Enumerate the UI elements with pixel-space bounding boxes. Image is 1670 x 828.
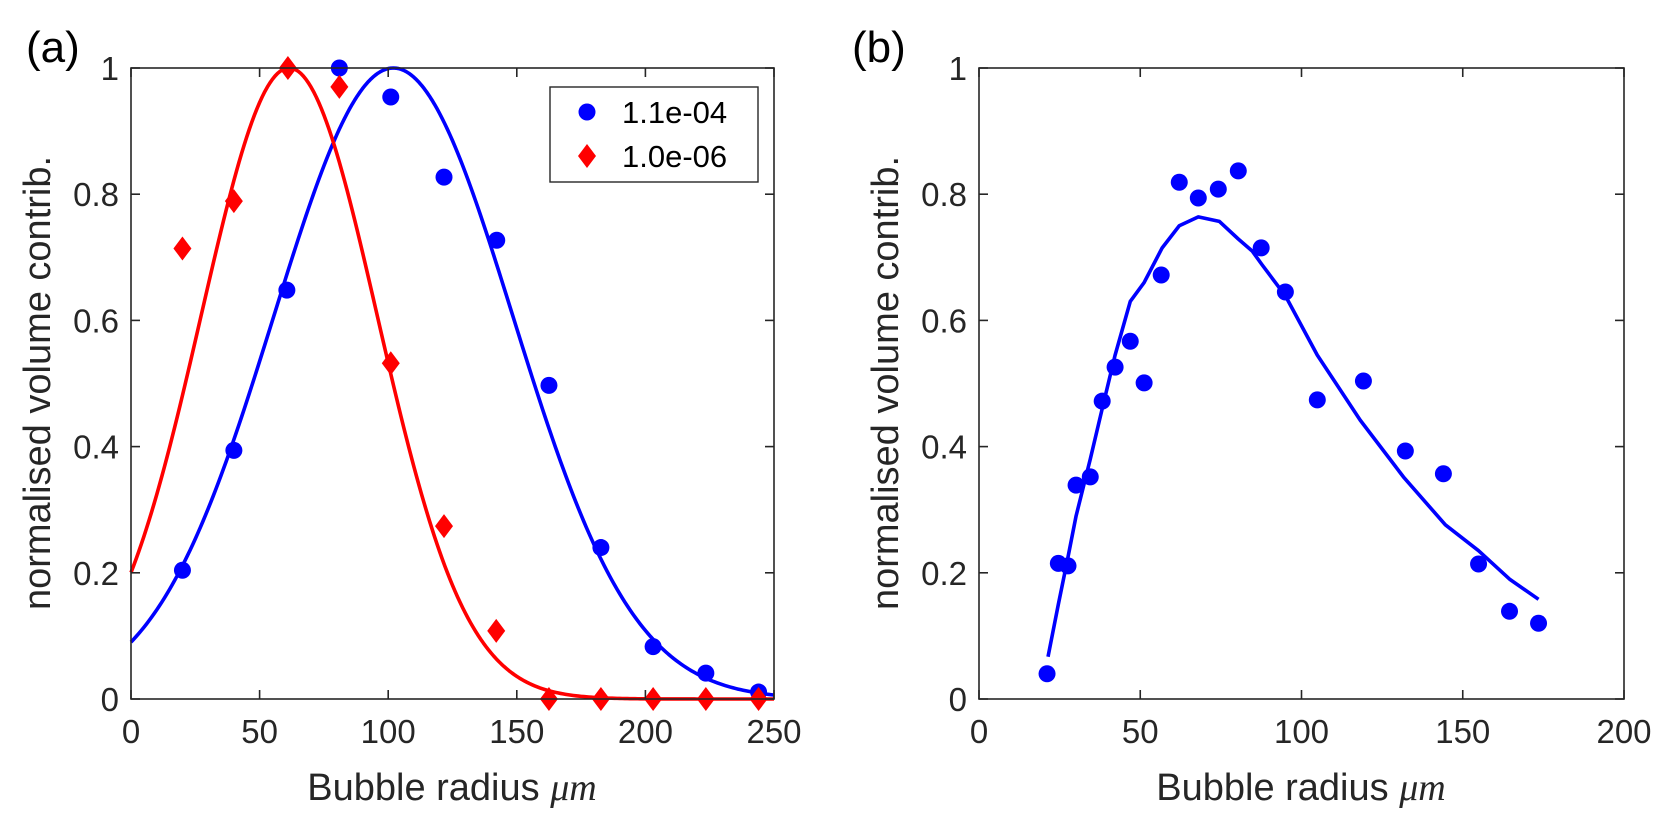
data-point-circle: [1059, 557, 1077, 575]
data-point-circle: [1038, 665, 1056, 683]
panel-a-x-axis-label: Bubble radius μm: [307, 767, 596, 809]
y-tick-label: 0.8: [73, 176, 119, 213]
y-tick-label: 1: [949, 50, 967, 87]
panel-b-fit-curve: [1046, 215, 1540, 658]
data-point-circle: [1189, 189, 1207, 207]
legend-entry-1: 1.0e-06: [622, 139, 727, 174]
data-point-circle: [1354, 372, 1372, 390]
legend-box: [549, 86, 759, 183]
data-point-circle: [1530, 614, 1548, 632]
panel-a-legend: 1.1e-04 1.0e-06: [549, 86, 759, 183]
y-tick-label: 0.2: [921, 555, 967, 592]
data-point-circle: [1093, 392, 1111, 410]
data-point-diamond: [173, 236, 192, 261]
x-tick-label: 50: [241, 713, 278, 750]
panel-b-x-axis-label: Bubble radius μm: [1156, 767, 1445, 809]
panel-b-fit-line-1: [1046, 215, 1540, 658]
legend-marker-diamond-icon: [578, 144, 596, 168]
data-point-circle: [488, 231, 506, 249]
y-tick-label: 0.6: [73, 302, 119, 339]
panel-b-x-tick-labels: 0 50 100 150 200: [970, 713, 1652, 750]
data-point-circle: [1121, 332, 1139, 350]
panel-b-axes-box: [978, 67, 1625, 700]
panel-b: (b) 0 50 100 150 200 0 0.2 0.4 0.6 0.8 1 Bubble r…: [852, 23, 1652, 809]
y-tick-label: 0.6: [921, 302, 967, 339]
data-point-circle: [1434, 465, 1452, 483]
panel-b-ticks: [978, 67, 1625, 700]
data-point-circle: [1276, 283, 1294, 301]
panel-a: (a) 0 50 100 150 200 250 0 0.2 0.4 0.6 0.8 1 Bubbl…: [17, 23, 802, 809]
panel-b-x-axis-label-text: Bubble radius: [1156, 767, 1388, 809]
data-point-circle: [173, 561, 191, 579]
panel-b-y-tick-labels: 0 0.2 0.4 0.6 0.8 1: [921, 50, 967, 718]
x-tick-label: 100: [361, 713, 416, 750]
panel-a-x-axis-unit: μm: [549, 767, 597, 809]
data-point-diamond: [224, 189, 243, 214]
y-tick-label: 0.2: [73, 555, 119, 592]
data-point-diamond: [435, 514, 454, 539]
y-tick-label: 0: [949, 681, 967, 718]
data-point-circle: [1152, 266, 1170, 284]
panel-a-y-axis-label: normalised volume contrib.: [17, 156, 59, 610]
panel-a-label: (a): [26, 23, 80, 72]
data-point-circle: [1396, 442, 1414, 460]
data-point-circle: [1135, 374, 1153, 392]
panel-b-y-axis-label: normalised volume contrib.: [865, 156, 907, 610]
data-point-circle: [644, 638, 662, 656]
panel-a-x-axis-label-text: Bubble radius: [307, 767, 539, 809]
data-point-circle: [1501, 602, 1519, 620]
y-tick-label: 0.4: [73, 429, 119, 466]
data-point-diamond: [330, 74, 349, 99]
panel-a-ticks: [130, 67, 775, 700]
data-point-circle: [225, 441, 243, 459]
data-point-circle: [592, 539, 610, 557]
y-tick-label: 0.4: [921, 429, 967, 466]
data-point-circle: [1081, 468, 1099, 486]
panel-a-x-tick-labels: 0 50 100 150 200 250: [122, 713, 802, 750]
x-tick-label: 0: [122, 713, 140, 750]
panel-a-axes-box: [130, 67, 775, 700]
x-tick-label: 50: [1122, 713, 1159, 750]
x-tick-label: 200: [618, 713, 673, 750]
x-tick-label: 100: [1274, 713, 1329, 750]
legend-entry-0: 1.1e-04: [622, 95, 727, 130]
panel-b-data-points: [1038, 162, 1548, 683]
data-point-diamond: [381, 351, 400, 376]
data-point-circle: [1229, 162, 1247, 180]
x-tick-label: 150: [1435, 713, 1490, 750]
x-tick-label: 0: [970, 713, 988, 750]
data-point-diamond: [487, 618, 506, 643]
data-point-circle: [1308, 391, 1326, 409]
x-tick-label: 200: [1596, 713, 1651, 750]
panel-b-x-axis-unit: μm: [1398, 767, 1446, 809]
data-point-circle: [540, 376, 558, 394]
data-point-circle: [1106, 358, 1124, 376]
data-point-circle: [1170, 173, 1188, 191]
legend-marker-circle-icon: [578, 103, 596, 121]
x-tick-label: 250: [746, 713, 801, 750]
data-point-circle: [1067, 476, 1085, 494]
data-point-circle: [697, 664, 715, 682]
y-tick-label: 0: [101, 681, 119, 718]
data-point-circle: [278, 281, 296, 299]
data-point-circle: [1470, 555, 1488, 573]
data-point-circle: [382, 88, 400, 106]
data-point-circle: [435, 168, 453, 186]
data-point-circle: [1209, 180, 1227, 198]
y-tick-label: 0.8: [921, 176, 967, 213]
panel-a-fit-line-0: [129, 66, 775, 697]
data-point-circle: [1252, 239, 1270, 257]
panel-b-label: (b): [852, 23, 906, 72]
x-tick-label: 150: [489, 713, 544, 750]
y-tick-label: 1: [101, 50, 119, 87]
panel-a-y-tick-labels: 0 0.2 0.4 0.6 0.8 1: [73, 50, 119, 718]
